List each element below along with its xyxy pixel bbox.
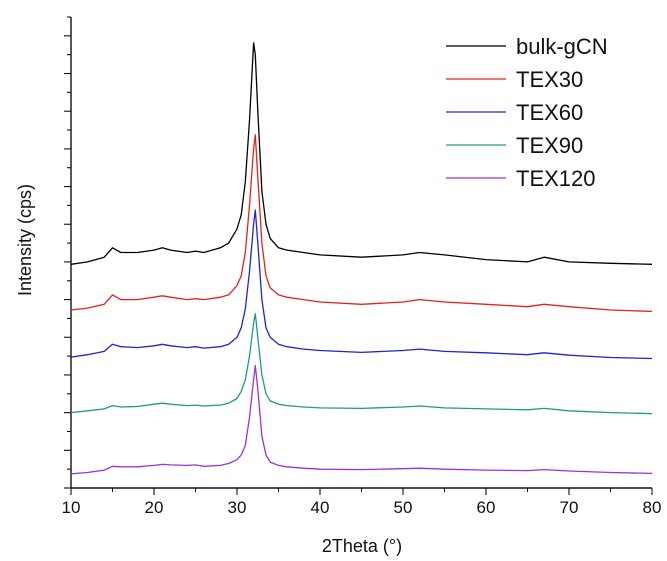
legend: bulk-gCN TEX30 TEX60 TEX90 TEX120	[446, 34, 608, 191]
legend-label: TEX120	[516, 166, 596, 191]
legend-label: TEX90	[516, 133, 583, 158]
x-tick-label: 50	[394, 498, 413, 517]
y-axis-title: Intensity (cps)	[15, 184, 35, 296]
x-tick-label: 10	[62, 498, 81, 517]
x-tick-label: 80	[643, 498, 662, 517]
series-line-tex90	[70, 313, 653, 415]
plot-area: 10 20 30 40 50 60 70 80	[62, 16, 662, 517]
legend-label: bulk-gCN	[516, 34, 608, 59]
series-line-bulk-gcn	[70, 42, 653, 265]
legend-label: TEX30	[516, 67, 583, 92]
x-tick-label: 70	[560, 498, 579, 517]
series-line-tex120	[70, 364, 653, 475]
series-line-tex30	[70, 134, 653, 313]
series-layer	[70, 42, 653, 475]
x-tick-label: 40	[311, 498, 330, 517]
legend-label: TEX60	[516, 100, 583, 125]
x-tick-label: 20	[145, 498, 164, 517]
series-line-tex60	[70, 209, 653, 360]
x-tick-label: 30	[228, 498, 247, 517]
x-tick-label: 60	[477, 498, 496, 517]
x-axis-title: 2Theta (°)	[322, 536, 402, 556]
